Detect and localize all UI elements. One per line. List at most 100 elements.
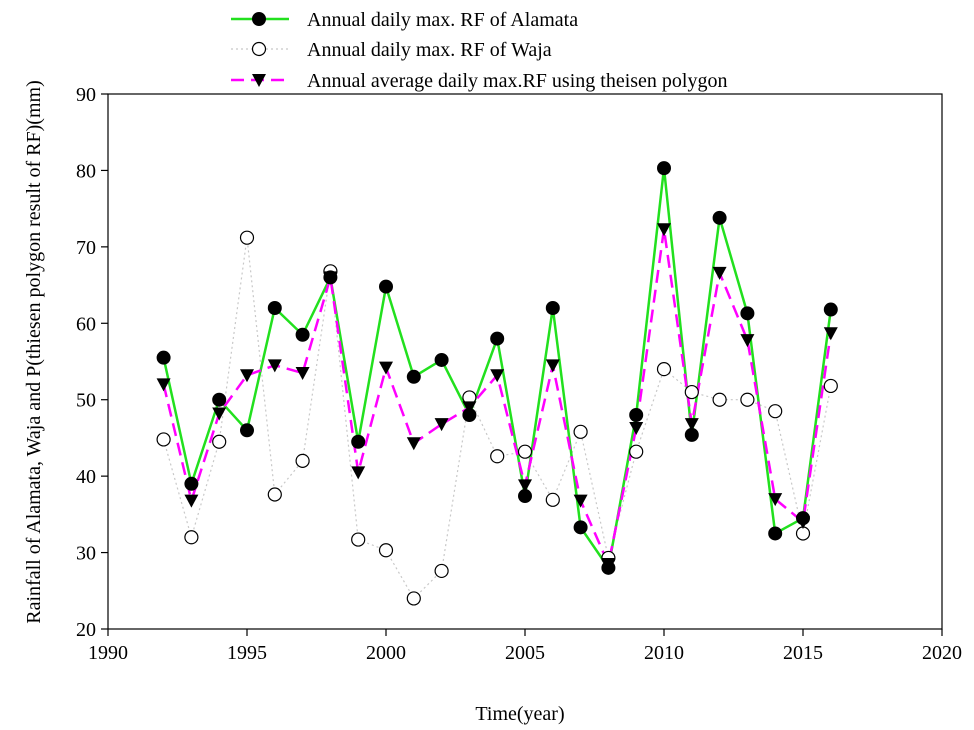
data-point [295, 366, 310, 380]
data-point [684, 384, 699, 400]
series-line [163, 237, 832, 600]
data-point [295, 453, 310, 468]
data-point [740, 334, 755, 348]
data-point [490, 449, 505, 464]
data-point [434, 563, 449, 579]
y-axis-label: Rainfall of Alamata, Waja and P(thiesen … [23, 80, 45, 623]
data-point [823, 327, 838, 341]
data-point [379, 279, 393, 294]
data-point [545, 301, 560, 315]
data-point [240, 369, 254, 383]
plot-area [107, 93, 943, 630]
data-point [462, 401, 477, 415]
data-point [545, 492, 560, 507]
data-point [378, 543, 394, 558]
data-point [823, 302, 838, 317]
data-point [434, 418, 449, 432]
legend-marker [252, 12, 266, 26]
data-point [573, 424, 588, 439]
x-axis-label: Time(year) [475, 703, 564, 725]
legend-label: Annual daily max. RF of Waja [307, 39, 552, 61]
data-point [156, 378, 171, 392]
series-3-points [156, 223, 838, 572]
data-point [406, 591, 421, 606]
y-tick-label: 50 [76, 390, 96, 412]
y-tick-label: 70 [76, 237, 96, 259]
data-point [212, 392, 227, 407]
series-line [162, 166, 833, 570]
data-point [184, 476, 199, 491]
plot-border [107, 93, 943, 630]
data-point [406, 437, 421, 451]
data-point [267, 301, 282, 315]
axis-ticks: 1990 1995 2000 2005 2010 2015 2020203040506070… [76, 84, 962, 664]
y-tick-label: 90 [76, 84, 96, 106]
data-point [156, 432, 171, 447]
data-point [712, 392, 727, 407]
data-point [796, 516, 810, 529]
y-tick-label: 30 [76, 543, 96, 565]
data-point [601, 558, 616, 572]
data-point [657, 223, 671, 237]
x-tick-label: 1995 [227, 642, 267, 664]
legend-marker [252, 74, 266, 87]
data-point [184, 530, 199, 545]
legend: Annual daily max. RF of Alamata Annual da… [231, 9, 727, 92]
data-point [295, 327, 310, 342]
data-point [156, 350, 171, 365]
x-tick-label: 2005 [505, 642, 545, 664]
data-point [629, 444, 644, 459]
series-2 [163, 237, 832, 600]
data-point [517, 444, 533, 459]
x-tick-label: 1990 [88, 642, 128, 664]
y-tick-label: 60 [76, 313, 96, 335]
data-point [768, 493, 783, 507]
data-point [629, 408, 644, 422]
data-point [768, 526, 783, 541]
legend-label: Annual average daily max.RF using theise… [307, 70, 727, 92]
data-point [267, 487, 282, 502]
data-point [434, 352, 449, 367]
data-point [379, 361, 393, 375]
y-tick-label: 20 [76, 619, 96, 641]
data-point [712, 210, 727, 225]
data-point [490, 369, 505, 383]
data-point [240, 423, 254, 438]
data-point [656, 362, 672, 377]
legend-item: Annual average daily max.RF using theise… [231, 70, 727, 92]
series-layer [156, 161, 838, 606]
data-point [684, 418, 699, 432]
data-point [351, 434, 366, 449]
series-1-points [156, 161, 838, 575]
data-point [573, 494, 588, 508]
x-tick-label: 2020 [922, 642, 962, 664]
legend-label: Annual daily max. RF of Alamata [307, 9, 578, 31]
legend-marker [251, 41, 267, 57]
data-point [212, 434, 227, 449]
legend-item: Annual daily max. RF of Waja [231, 39, 552, 61]
x-tick-label: 2000 [366, 642, 406, 664]
data-point [545, 359, 560, 373]
legend-item: Annual daily max. RF of Alamata [231, 9, 578, 31]
data-point [323, 271, 338, 285]
data-point [267, 359, 282, 373]
x-tick-label: 2010 [644, 642, 684, 664]
series-2-points [156, 230, 838, 606]
data-point [573, 520, 588, 535]
data-point [740, 392, 755, 407]
data-point [406, 369, 421, 384]
data-point [351, 532, 366, 547]
data-point [212, 407, 227, 421]
data-point [657, 161, 671, 176]
data-point [239, 230, 255, 245]
data-point [518, 479, 532, 493]
y-tick-label: 40 [76, 466, 96, 488]
data-point [184, 494, 199, 508]
data-point [490, 331, 505, 346]
y-tick-label: 80 [76, 160, 96, 182]
data-point [712, 266, 727, 280]
series-1 [162, 166, 833, 570]
data-point [823, 378, 838, 394]
data-point [768, 404, 783, 419]
